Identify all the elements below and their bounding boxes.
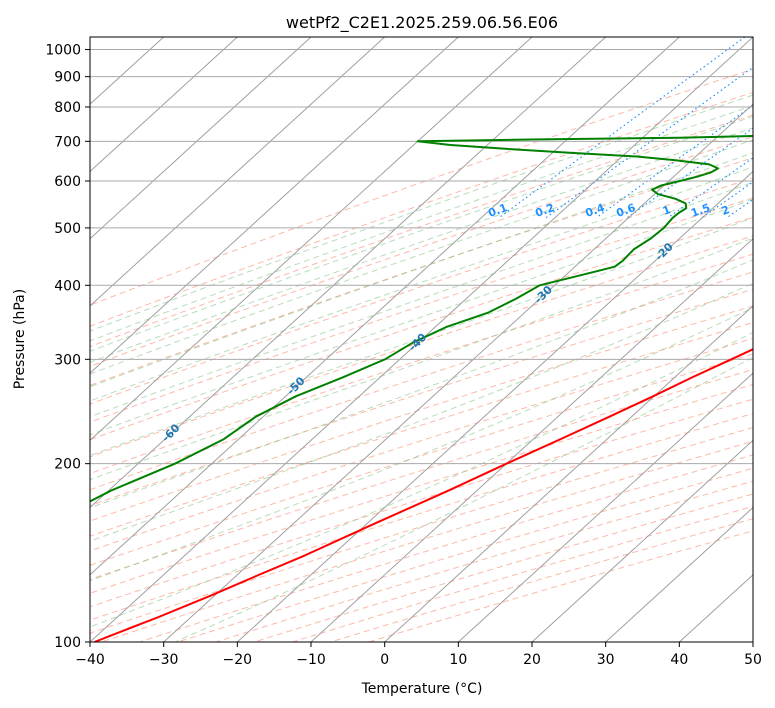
isotherm-line (384, 305, 753, 642)
pressure-gridlines (90, 49, 753, 642)
sounding-profiles (90, 134, 753, 642)
isotherm-line (752, 641, 753, 642)
moist-adiabat (90, 115, 753, 352)
dry-adiabat (177, 467, 753, 642)
mixing-ratio-label: 3 (756, 203, 768, 218)
y-tick-label: 600 (54, 174, 81, 190)
y-tick-label: 100 (54, 635, 81, 651)
mixing-ratio-line (498, 37, 746, 219)
dry-adiabat (101, 440, 753, 642)
x-tick-label: 40 (670, 652, 688, 668)
x-tick-label: −20 (223, 652, 253, 668)
y-tick-label: 500 (54, 221, 81, 237)
x-tick-label: 50 (744, 652, 762, 668)
mixing-ratio-line (626, 127, 753, 219)
dry-adiabat (90, 91, 753, 327)
dry-adiabat (90, 216, 753, 441)
mixing-ratio-line (763, 37, 775, 218)
isotherm-line (90, 37, 238, 173)
x-axis: −40 −30 −20 −10 0 10 20 30 40 50 (75, 642, 762, 668)
y-tick-label: 700 (54, 134, 81, 150)
x-tick-label: 30 (597, 652, 615, 668)
background-reference-lines (90, 37, 775, 642)
dry-adiabat (330, 518, 753, 642)
isotherm-line (605, 506, 753, 642)
y-tick-label: 900 (54, 70, 81, 86)
dry-adiabat (90, 114, 753, 348)
isotherm-label: -10 (764, 206, 775, 229)
y-axis-label: Pressure (hPa) (12, 289, 28, 389)
x-tick-label: −10 (296, 652, 326, 668)
mixing-ratio-label: 1.5 (689, 201, 712, 220)
mixing-ratio-label: 2 (720, 203, 732, 218)
mixing-ratio-line (545, 66, 753, 219)
isotherm-line (236, 170, 753, 642)
dry-adiabat (90, 305, 753, 522)
dewpoint-line (90, 134, 753, 503)
dry-adiabat (90, 369, 753, 580)
isotherm-label: -70 (31, 471, 54, 494)
y-tick-label: 300 (54, 352, 81, 368)
moist-adiabat (90, 282, 753, 542)
dry-adiabat (292, 505, 753, 642)
dry-adiabat (90, 353, 753, 566)
dry-adiabat (254, 493, 753, 642)
x-tick-label: −30 (149, 652, 179, 668)
dry-adiabat (90, 321, 753, 537)
isotherm-line (90, 37, 459, 374)
x-tick-label: 10 (449, 652, 467, 668)
moist-adiabat (90, 307, 753, 582)
plot-frame (89, 36, 754, 643)
isotherm-line (90, 37, 607, 509)
moist-adiabat (90, 152, 753, 388)
x-tick-label: 0 (380, 652, 389, 668)
chart-title: wetPf2_C2E1.2025.259.06.56.E06 (286, 13, 558, 33)
isotherm-line (90, 37, 312, 240)
isotherm-line (163, 103, 753, 642)
y-tick-label: 1000 (45, 43, 81, 59)
y-tick-label: 400 (54, 278, 81, 294)
dry-adiabat (90, 68, 753, 306)
mixing-ratio-label: 1 (661, 203, 673, 218)
x-axis-label: Temperature (°C) (361, 681, 483, 697)
mixing-ratio-line (595, 104, 753, 219)
mixing-ratio-label: 0.6 (615, 201, 638, 220)
x-tick-label: 20 (523, 652, 541, 668)
inline-line-labels: -100-90-80-70-60-50-40-30-20-10010203040… (31, 201, 775, 494)
isotherm-line (90, 37, 680, 576)
isotherm-line (457, 372, 753, 642)
moist-adiabat (90, 259, 753, 509)
moist-adiabat (90, 166, 753, 402)
temperature-line (94, 348, 753, 642)
isotherm-line (531, 439, 753, 642)
dry-adiabat (90, 177, 753, 405)
y-tick-label: 800 (54, 100, 81, 116)
mixing-ratio-label: 0.2 (533, 201, 556, 220)
mixing-ratio-line (726, 198, 753, 219)
moist-adiabat (90, 181, 753, 418)
isotherm-line (90, 37, 533, 442)
y-axis: 100 200 300 400 500 600 700 800 900 1000 (45, 43, 90, 651)
x-tick-label: −40 (75, 652, 105, 668)
moist-adiabat (90, 198, 753, 436)
isotherm-line (90, 37, 386, 307)
y-tick-label: 200 (54, 457, 81, 473)
moist-adiabat (90, 139, 753, 375)
mixing-ratio-label: 0.4 (584, 201, 607, 220)
isotherm-line (310, 237, 753, 642)
mixing-ratio-label: 0.1 (486, 201, 509, 220)
